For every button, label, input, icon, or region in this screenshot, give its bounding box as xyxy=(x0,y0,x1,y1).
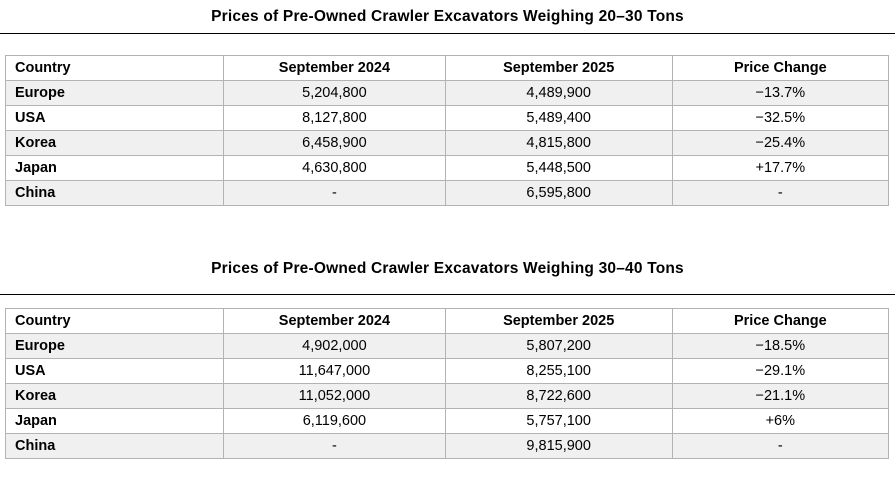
column-header-country: Country xyxy=(4,308,225,334)
sep_2025-cell: 6,595,800 xyxy=(444,180,673,206)
sep_2024-cell: - xyxy=(223,180,446,206)
price_change-cell: −18.5% xyxy=(671,333,890,359)
country-cell: Korea xyxy=(4,130,225,156)
sep_2025-cell: 4,489,900 xyxy=(444,80,673,106)
country-cell: Europe xyxy=(4,80,225,106)
column-header-price_change: Price Change xyxy=(671,308,890,334)
column-header-country: Country xyxy=(4,55,225,81)
sep_2025-cell: 8,722,600 xyxy=(444,383,673,409)
country-cell: Europe xyxy=(4,333,225,359)
sep_2024-cell: 5,204,800 xyxy=(223,80,446,106)
sep_2025-cell: 9,815,900 xyxy=(444,433,673,459)
column-header-sep_2025: September 2025 xyxy=(444,308,673,334)
table-row-usa: USA 8,127,800 5,489,400 −32.5% xyxy=(4,105,890,131)
table-header-row: Country September 2024 September 2025 Price… xyxy=(4,55,890,81)
country-cell: Japan xyxy=(4,408,225,434)
price-table-30-40-tons: Country September 2024 September 2025 Price… xyxy=(4,308,890,459)
column-header-sep_2025: September 2025 xyxy=(444,55,673,81)
price_change-cell: −25.4% xyxy=(671,130,890,156)
table-header-row: Country September 2024 September 2025 Price… xyxy=(4,308,890,334)
country-cell: China xyxy=(4,433,225,459)
table-row-china: China -6,595,800- xyxy=(4,180,890,206)
price_change-cell: +6% xyxy=(671,408,890,434)
country-cell: Korea xyxy=(4,383,225,409)
table-title-20-30-tons: Prices of Pre-Owned Crawler Excavators W… xyxy=(211,8,684,25)
sep_2024-cell: 11,647,000 xyxy=(223,358,446,384)
sep_2025-cell: 4,815,800 xyxy=(444,130,673,156)
sep_2024-cell: 4,902,000 xyxy=(223,333,446,359)
title-underline xyxy=(0,294,895,295)
sep_2024-cell: - xyxy=(223,433,446,459)
price_change-cell: −32.5% xyxy=(671,105,890,131)
column-header-sep_2024: September 2024 xyxy=(223,55,446,81)
column-header-sep_2024: September 2024 xyxy=(223,308,446,334)
price_change-cell: - xyxy=(671,433,890,459)
table-row-japan: Japan 4,630,800 5,448,500 +17.7% xyxy=(4,155,890,181)
sep_2024-cell: 6,119,600 xyxy=(223,408,446,434)
table-row-china: China -9,815,900- xyxy=(4,433,890,459)
price_change-cell: +17.7% xyxy=(671,155,890,181)
sep_2024-cell: 4,630,800 xyxy=(223,155,446,181)
column-header-price_change: Price Change xyxy=(671,55,890,81)
price_change-cell: −13.7% xyxy=(671,80,890,106)
title-underline xyxy=(0,33,895,34)
price_change-cell: - xyxy=(671,180,890,206)
price_change-cell: −21.1% xyxy=(671,383,890,409)
table-row-japan: Japan 6,119,600 5,757,100 +6% xyxy=(4,408,890,434)
table-row-korea: Korea 11,052,000 8,722,600 −21.1% xyxy=(4,383,890,409)
table-row-usa: USA 11,647,000 8,255,100 −29.1% xyxy=(4,358,890,384)
sep_2025-cell: 8,255,100 xyxy=(444,358,673,384)
sep_2025-cell: 5,807,200 xyxy=(444,333,673,359)
country-cell: China xyxy=(4,180,225,206)
country-cell: Japan xyxy=(4,155,225,181)
sep_2025-cell: 5,757,100 xyxy=(444,408,673,434)
table-row-korea: Korea 6,458,900 4,815,800 −25.4% xyxy=(4,130,890,156)
table-row-europe: Europe 4,902,000 5,807,200 −18.5% xyxy=(4,333,890,359)
price_change-cell: −29.1% xyxy=(671,358,890,384)
price-table-20-30-tons: Country September 2024 September 2025 Price… xyxy=(4,55,890,206)
sep_2025-cell: 5,489,400 xyxy=(444,105,673,131)
sep_2025-cell: 5,448,500 xyxy=(444,155,673,181)
sep_2024-cell: 8,127,800 xyxy=(223,105,446,131)
country-cell: USA xyxy=(4,105,225,131)
table-title-30-40-tons: Prices of Pre-Owned Crawler Excavators W… xyxy=(211,260,684,277)
sep_2024-cell: 11,052,000 xyxy=(223,383,446,409)
sep_2024-cell: 6,458,900 xyxy=(223,130,446,156)
table-row-europe: Europe 5,204,800 4,489,900 −13.7% xyxy=(4,80,890,106)
country-cell: USA xyxy=(4,358,225,384)
